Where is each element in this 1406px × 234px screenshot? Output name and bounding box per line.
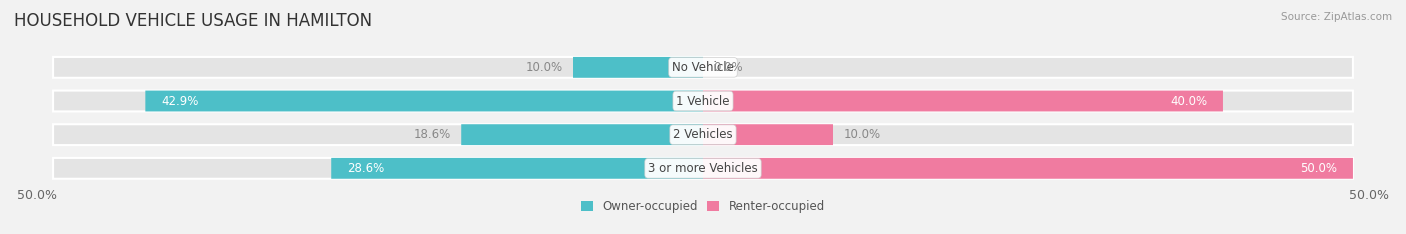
- Text: 3 or more Vehicles: 3 or more Vehicles: [648, 162, 758, 175]
- Text: 1 Vehicle: 1 Vehicle: [676, 95, 730, 107]
- FancyBboxPatch shape: [53, 91, 1353, 111]
- Text: Source: ZipAtlas.com: Source: ZipAtlas.com: [1281, 12, 1392, 22]
- Text: 42.9%: 42.9%: [160, 95, 198, 107]
- Text: No Vehicle: No Vehicle: [672, 61, 734, 74]
- FancyBboxPatch shape: [703, 158, 1353, 179]
- Text: 18.6%: 18.6%: [413, 128, 451, 141]
- Text: 28.6%: 28.6%: [347, 162, 384, 175]
- Text: 50.0%: 50.0%: [1350, 189, 1389, 202]
- FancyBboxPatch shape: [53, 57, 1353, 78]
- Text: 10.0%: 10.0%: [526, 61, 562, 74]
- FancyBboxPatch shape: [574, 57, 703, 78]
- Text: HOUSEHOLD VEHICLE USAGE IN HAMILTON: HOUSEHOLD VEHICLE USAGE IN HAMILTON: [14, 12, 373, 30]
- Legend: Owner-occupied, Renter-occupied: Owner-occupied, Renter-occupied: [581, 200, 825, 213]
- Text: 10.0%: 10.0%: [844, 128, 880, 141]
- Text: 40.0%: 40.0%: [1170, 95, 1208, 107]
- Text: 2 Vehicles: 2 Vehicles: [673, 128, 733, 141]
- FancyBboxPatch shape: [703, 91, 1223, 111]
- FancyBboxPatch shape: [53, 158, 1353, 179]
- FancyBboxPatch shape: [332, 158, 703, 179]
- Text: 50.0%: 50.0%: [17, 189, 56, 202]
- FancyBboxPatch shape: [461, 124, 703, 145]
- FancyBboxPatch shape: [145, 91, 703, 111]
- FancyBboxPatch shape: [53, 124, 1353, 145]
- FancyBboxPatch shape: [703, 124, 832, 145]
- Text: 0.0%: 0.0%: [713, 61, 742, 74]
- Text: 50.0%: 50.0%: [1301, 162, 1337, 175]
